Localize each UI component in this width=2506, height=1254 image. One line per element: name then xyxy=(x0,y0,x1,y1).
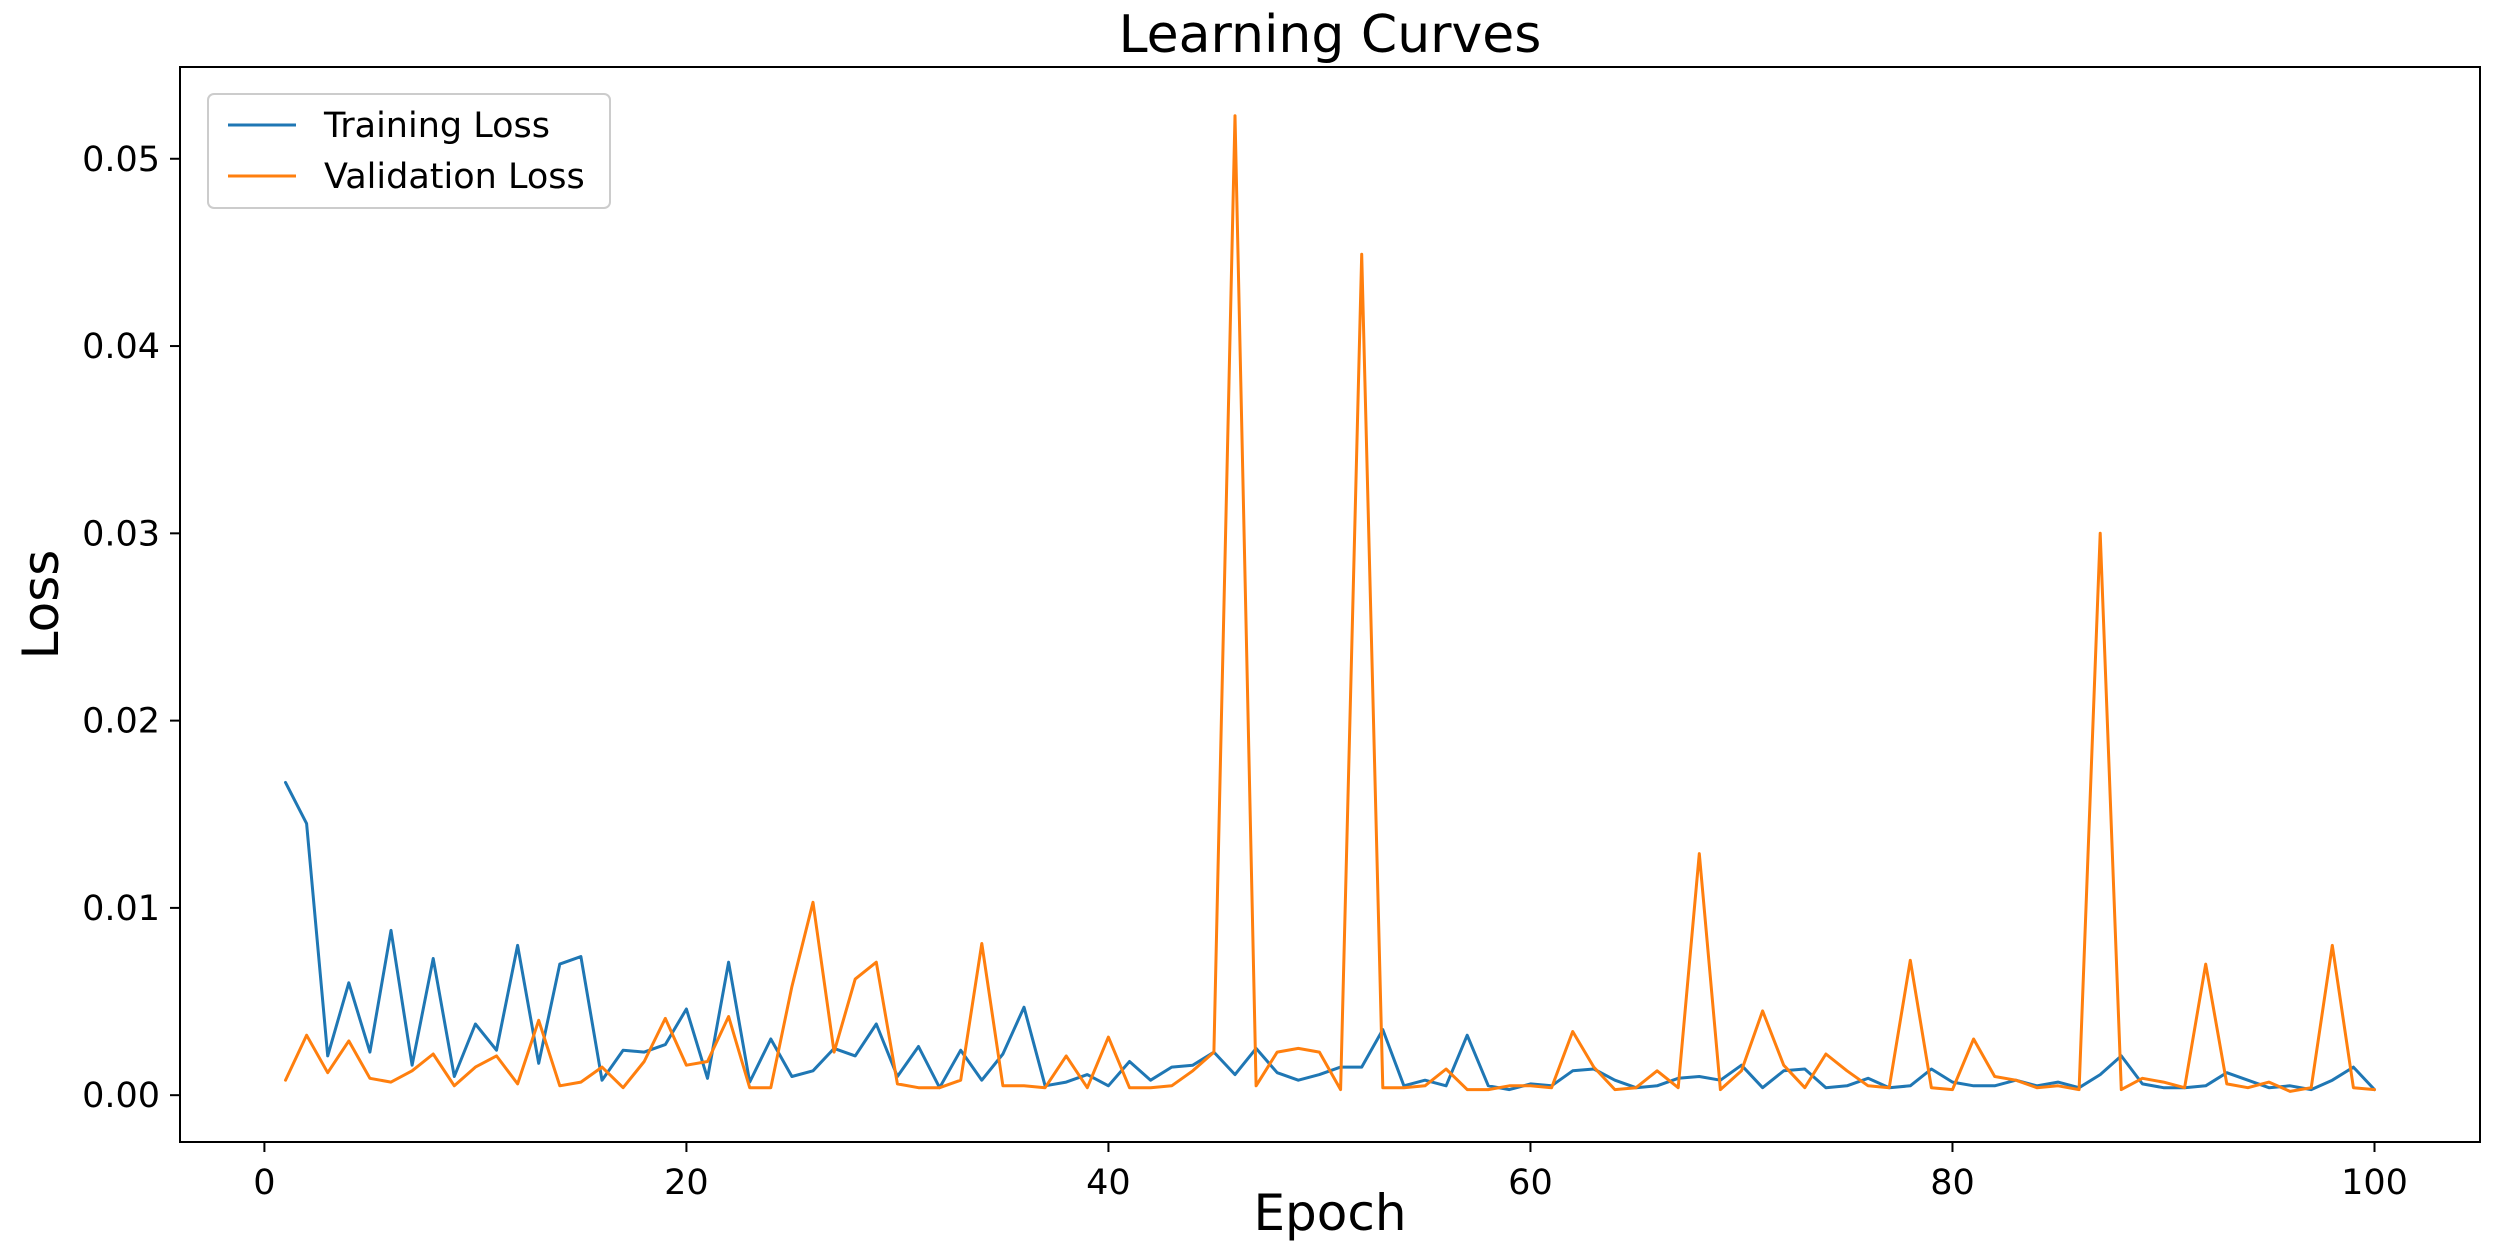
legend-label: Training Loss xyxy=(323,106,550,146)
x-tick-label: 20 xyxy=(664,1163,709,1203)
x-tick-label: 100 xyxy=(2341,1163,2408,1203)
chart-title: Learning Curves xyxy=(1119,5,1542,65)
x-tick-label: 60 xyxy=(1508,1163,1553,1203)
legend-box xyxy=(207,93,611,209)
series-line-validation-loss xyxy=(284,114,2376,1093)
y-axis-title: Loss xyxy=(12,550,70,660)
y-tick-label: 0.04 xyxy=(82,327,160,367)
x-tick-label: 0 xyxy=(253,1163,275,1203)
y-tick-label: 0.00 xyxy=(82,1076,160,1116)
x-axis-title: Epoch xyxy=(1253,1184,1406,1242)
y-tick-label: 0.01 xyxy=(82,889,160,929)
legend-label: Validation Loss xyxy=(324,157,585,197)
series-line-training-loss xyxy=(284,780,2376,1092)
legend: Training Loss Validation Loss xyxy=(207,93,611,209)
series-layer xyxy=(284,114,2376,1093)
y-tick-label: 0.03 xyxy=(82,514,160,554)
y-axis-ticks: 0.00 0.01 0.02 0.03 0.04 0.05 xyxy=(82,140,180,1116)
plot-area-frame xyxy=(179,66,2481,1143)
x-tick-label: 80 xyxy=(1930,1163,1975,1203)
y-tick-label: 0.02 xyxy=(82,702,160,742)
y-tick-label: 0.05 xyxy=(82,140,160,180)
x-tick-label: 40 xyxy=(1086,1163,1131,1203)
x-axis-ticks: 0 20 40 60 80 100 xyxy=(253,1142,2408,1203)
